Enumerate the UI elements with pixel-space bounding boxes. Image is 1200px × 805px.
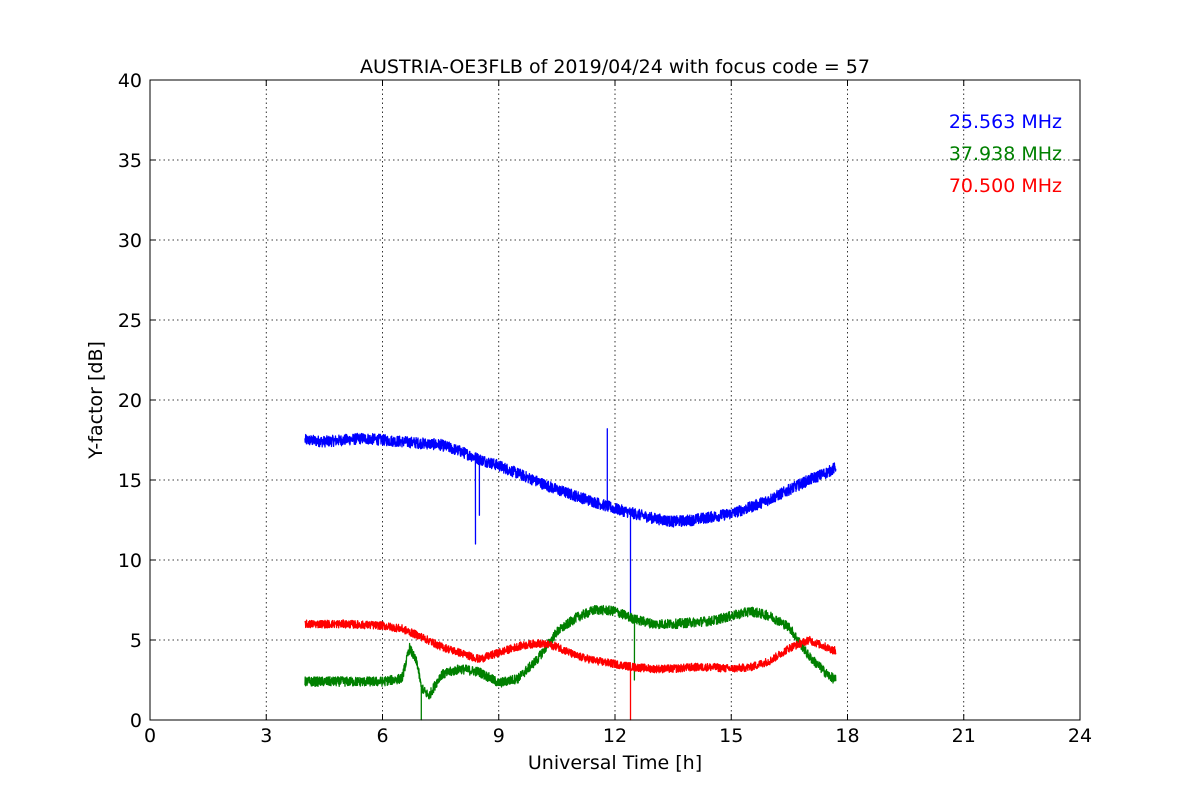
tick-layer: 0 3 6 9 12 15 18 21 24 0 5 10 15 20 25 30 35 40 [118, 70, 1092, 747]
x-tick-label: 0 [144, 725, 156, 747]
x-tick-label: 12 [603, 725, 627, 747]
series-line-1 [304, 604, 837, 721]
y-tick-label: 5 [130, 630, 142, 652]
y-tick-label: 35 [118, 150, 142, 172]
series-line-2 [304, 619, 837, 721]
x-tick-label: 21 [952, 725, 976, 747]
chart-title: AUSTRIA-OE3FLB of 2019/04/24 with focus … [360, 56, 870, 78]
y-axis-label: Y-factor [dB] [85, 341, 107, 460]
legend-layer: 25.563 MHz 37.938 MHz 70.500 MHz [949, 111, 1062, 197]
series-layer [304, 428, 837, 721]
x-tick-label: 15 [719, 725, 743, 747]
y-tick-label: 15 [118, 470, 142, 492]
x-axis-label: Universal Time [h] [528, 752, 702, 774]
x-tick-label: 3 [260, 725, 272, 747]
legend-entry-0: 25.563 MHz [949, 111, 1062, 133]
y-tick-label: 0 [130, 710, 142, 732]
y-tick-label: 20 [118, 390, 142, 412]
y-tick-label: 30 [118, 230, 142, 252]
y-tick-label: 40 [118, 70, 142, 92]
y-tick-label: 10 [118, 550, 142, 572]
grid-layer [150, 80, 1080, 720]
x-tick-label: 9 [493, 725, 505, 747]
y-tick-label: 25 [118, 310, 142, 332]
x-tick-label: 24 [1068, 725, 1092, 747]
legend-entry-1: 37.938 MHz [949, 143, 1062, 165]
series-line-0 [304, 428, 837, 617]
legend-entry-2: 70.500 MHz [949, 175, 1062, 197]
x-tick-label: 6 [376, 725, 388, 747]
x-tick-label: 18 [835, 725, 859, 747]
